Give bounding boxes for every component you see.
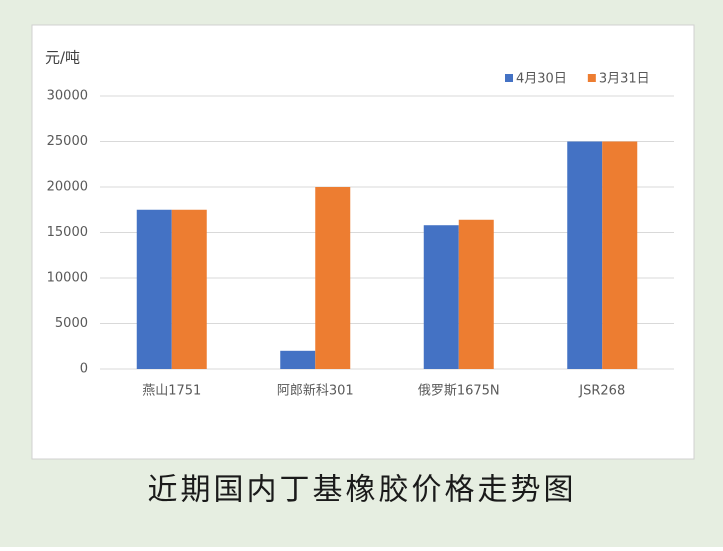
y-tick-label: 30000 bbox=[47, 89, 88, 104]
x-tick-label: 俄罗斯1675N bbox=[418, 384, 500, 399]
legend-swatch bbox=[587, 74, 596, 82]
x-tick-label: JSR268 bbox=[578, 384, 625, 399]
bar bbox=[171, 209, 207, 369]
legend-label: 3月31日 bbox=[599, 72, 650, 87]
bar bbox=[315, 187, 351, 369]
bar bbox=[423, 225, 459, 369]
y-tick-label: 20000 bbox=[47, 180, 88, 195]
bar bbox=[280, 350, 316, 369]
bar bbox=[602, 141, 638, 369]
bar bbox=[458, 219, 494, 369]
y-tick-label: 5000 bbox=[55, 316, 88, 331]
y-tick-label: 25000 bbox=[47, 134, 88, 149]
y-tick-label: 10000 bbox=[47, 271, 88, 286]
y-tick-label: 15000 bbox=[47, 225, 88, 240]
y-axis-label: 元/吨 bbox=[45, 49, 80, 67]
x-tick-label: 阿郎新科301 bbox=[277, 383, 354, 399]
legend-swatch bbox=[505, 74, 513, 82]
chart-title: 近期国内丁基橡胶价格走势图 bbox=[148, 473, 577, 508]
x-tick-label: 燕山1751 bbox=[142, 384, 201, 399]
bar bbox=[567, 141, 603, 369]
bar bbox=[136, 209, 172, 369]
legend-label: 4月30日 bbox=[516, 72, 567, 87]
y-tick-label: 0 bbox=[80, 362, 88, 377]
